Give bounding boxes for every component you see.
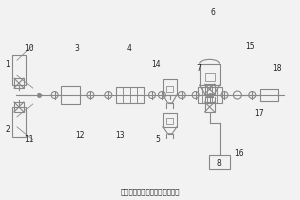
Text: 13: 13: [116, 131, 125, 140]
Bar: [12, 107, 26, 137]
Bar: [260, 89, 278, 101]
Bar: [167, 118, 173, 124]
Text: 7: 7: [197, 64, 202, 73]
Text: 微蚀废液及低铜废水铜回收系统: 微蚀废液及低铜废水铜回收系统: [120, 188, 180, 195]
Text: 16: 16: [235, 149, 244, 158]
Bar: [167, 86, 173, 92]
Text: 8: 8: [216, 159, 221, 168]
Text: 6: 6: [210, 8, 215, 17]
Bar: [12, 55, 26, 85]
Text: 18: 18: [272, 64, 281, 73]
Bar: [14, 78, 24, 88]
Bar: [208, 155, 230, 169]
Bar: [61, 86, 80, 104]
Text: 14: 14: [151, 60, 161, 69]
Bar: [205, 73, 214, 81]
Text: 4: 4: [127, 44, 132, 53]
Text: 17: 17: [254, 109, 264, 118]
Text: 2: 2: [5, 125, 10, 134]
Bar: [198, 87, 221, 103]
Text: 12: 12: [75, 131, 85, 140]
Text: 1: 1: [5, 60, 10, 69]
Bar: [205, 102, 214, 112]
Text: 11: 11: [25, 135, 34, 144]
Text: 10: 10: [25, 44, 34, 53]
Text: 5: 5: [155, 135, 160, 144]
Text: 3: 3: [75, 44, 80, 53]
Text: 15: 15: [245, 42, 255, 51]
Bar: [205, 84, 214, 94]
Bar: [14, 102, 24, 112]
Bar: [116, 87, 144, 103]
